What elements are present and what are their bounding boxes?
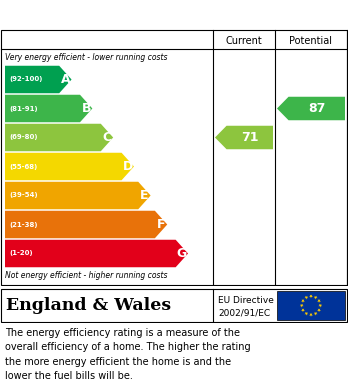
Text: (1-20): (1-20)	[9, 251, 33, 256]
Polygon shape	[314, 296, 318, 300]
Polygon shape	[301, 308, 305, 312]
Polygon shape	[277, 97, 345, 120]
Polygon shape	[5, 66, 72, 93]
Bar	[277, 291, 345, 320]
Text: Current: Current	[226, 36, 262, 46]
Text: Energy Efficiency Rating: Energy Efficiency Rating	[8, 6, 218, 21]
Text: B: B	[81, 102, 91, 115]
Text: (69-80): (69-80)	[9, 135, 38, 140]
Text: F: F	[157, 218, 165, 231]
Text: (55-68): (55-68)	[9, 163, 37, 170]
Polygon shape	[317, 299, 321, 303]
Polygon shape	[5, 182, 151, 209]
Text: D: D	[122, 160, 133, 173]
Text: EU Directive: EU Directive	[218, 296, 274, 305]
Text: 2002/91/EC: 2002/91/EC	[218, 308, 270, 317]
Text: G: G	[177, 247, 187, 260]
Polygon shape	[5, 211, 167, 238]
Polygon shape	[304, 312, 308, 316]
Polygon shape	[314, 312, 318, 316]
Polygon shape	[5, 124, 113, 151]
Text: Not energy efficient - higher running costs: Not energy efficient - higher running co…	[5, 271, 167, 280]
Polygon shape	[317, 308, 321, 312]
Polygon shape	[309, 313, 313, 317]
Text: Potential: Potential	[290, 36, 332, 46]
Text: (81-91): (81-91)	[9, 106, 38, 111]
Polygon shape	[318, 304, 322, 308]
Text: (39-54): (39-54)	[9, 192, 38, 199]
Text: (92-100): (92-100)	[9, 77, 42, 83]
Text: 71: 71	[241, 131, 259, 144]
Text: The energy efficiency rating is a measure of the
overall efficiency of a home. T: The energy efficiency rating is a measur…	[5, 328, 251, 381]
Polygon shape	[304, 296, 308, 300]
Polygon shape	[309, 294, 313, 298]
Polygon shape	[5, 95, 92, 122]
Polygon shape	[5, 240, 188, 267]
Text: 87: 87	[308, 102, 325, 115]
Text: England & Wales: England & Wales	[6, 297, 171, 314]
Text: C: C	[102, 131, 112, 144]
Text: E: E	[140, 189, 149, 202]
Polygon shape	[215, 126, 273, 149]
Text: Very energy efficient - lower running costs: Very energy efficient - lower running co…	[5, 52, 167, 61]
Text: A: A	[61, 73, 70, 86]
Polygon shape	[5, 153, 134, 180]
Polygon shape	[301, 299, 305, 303]
Text: (21-38): (21-38)	[9, 221, 38, 228]
Polygon shape	[300, 304, 304, 308]
